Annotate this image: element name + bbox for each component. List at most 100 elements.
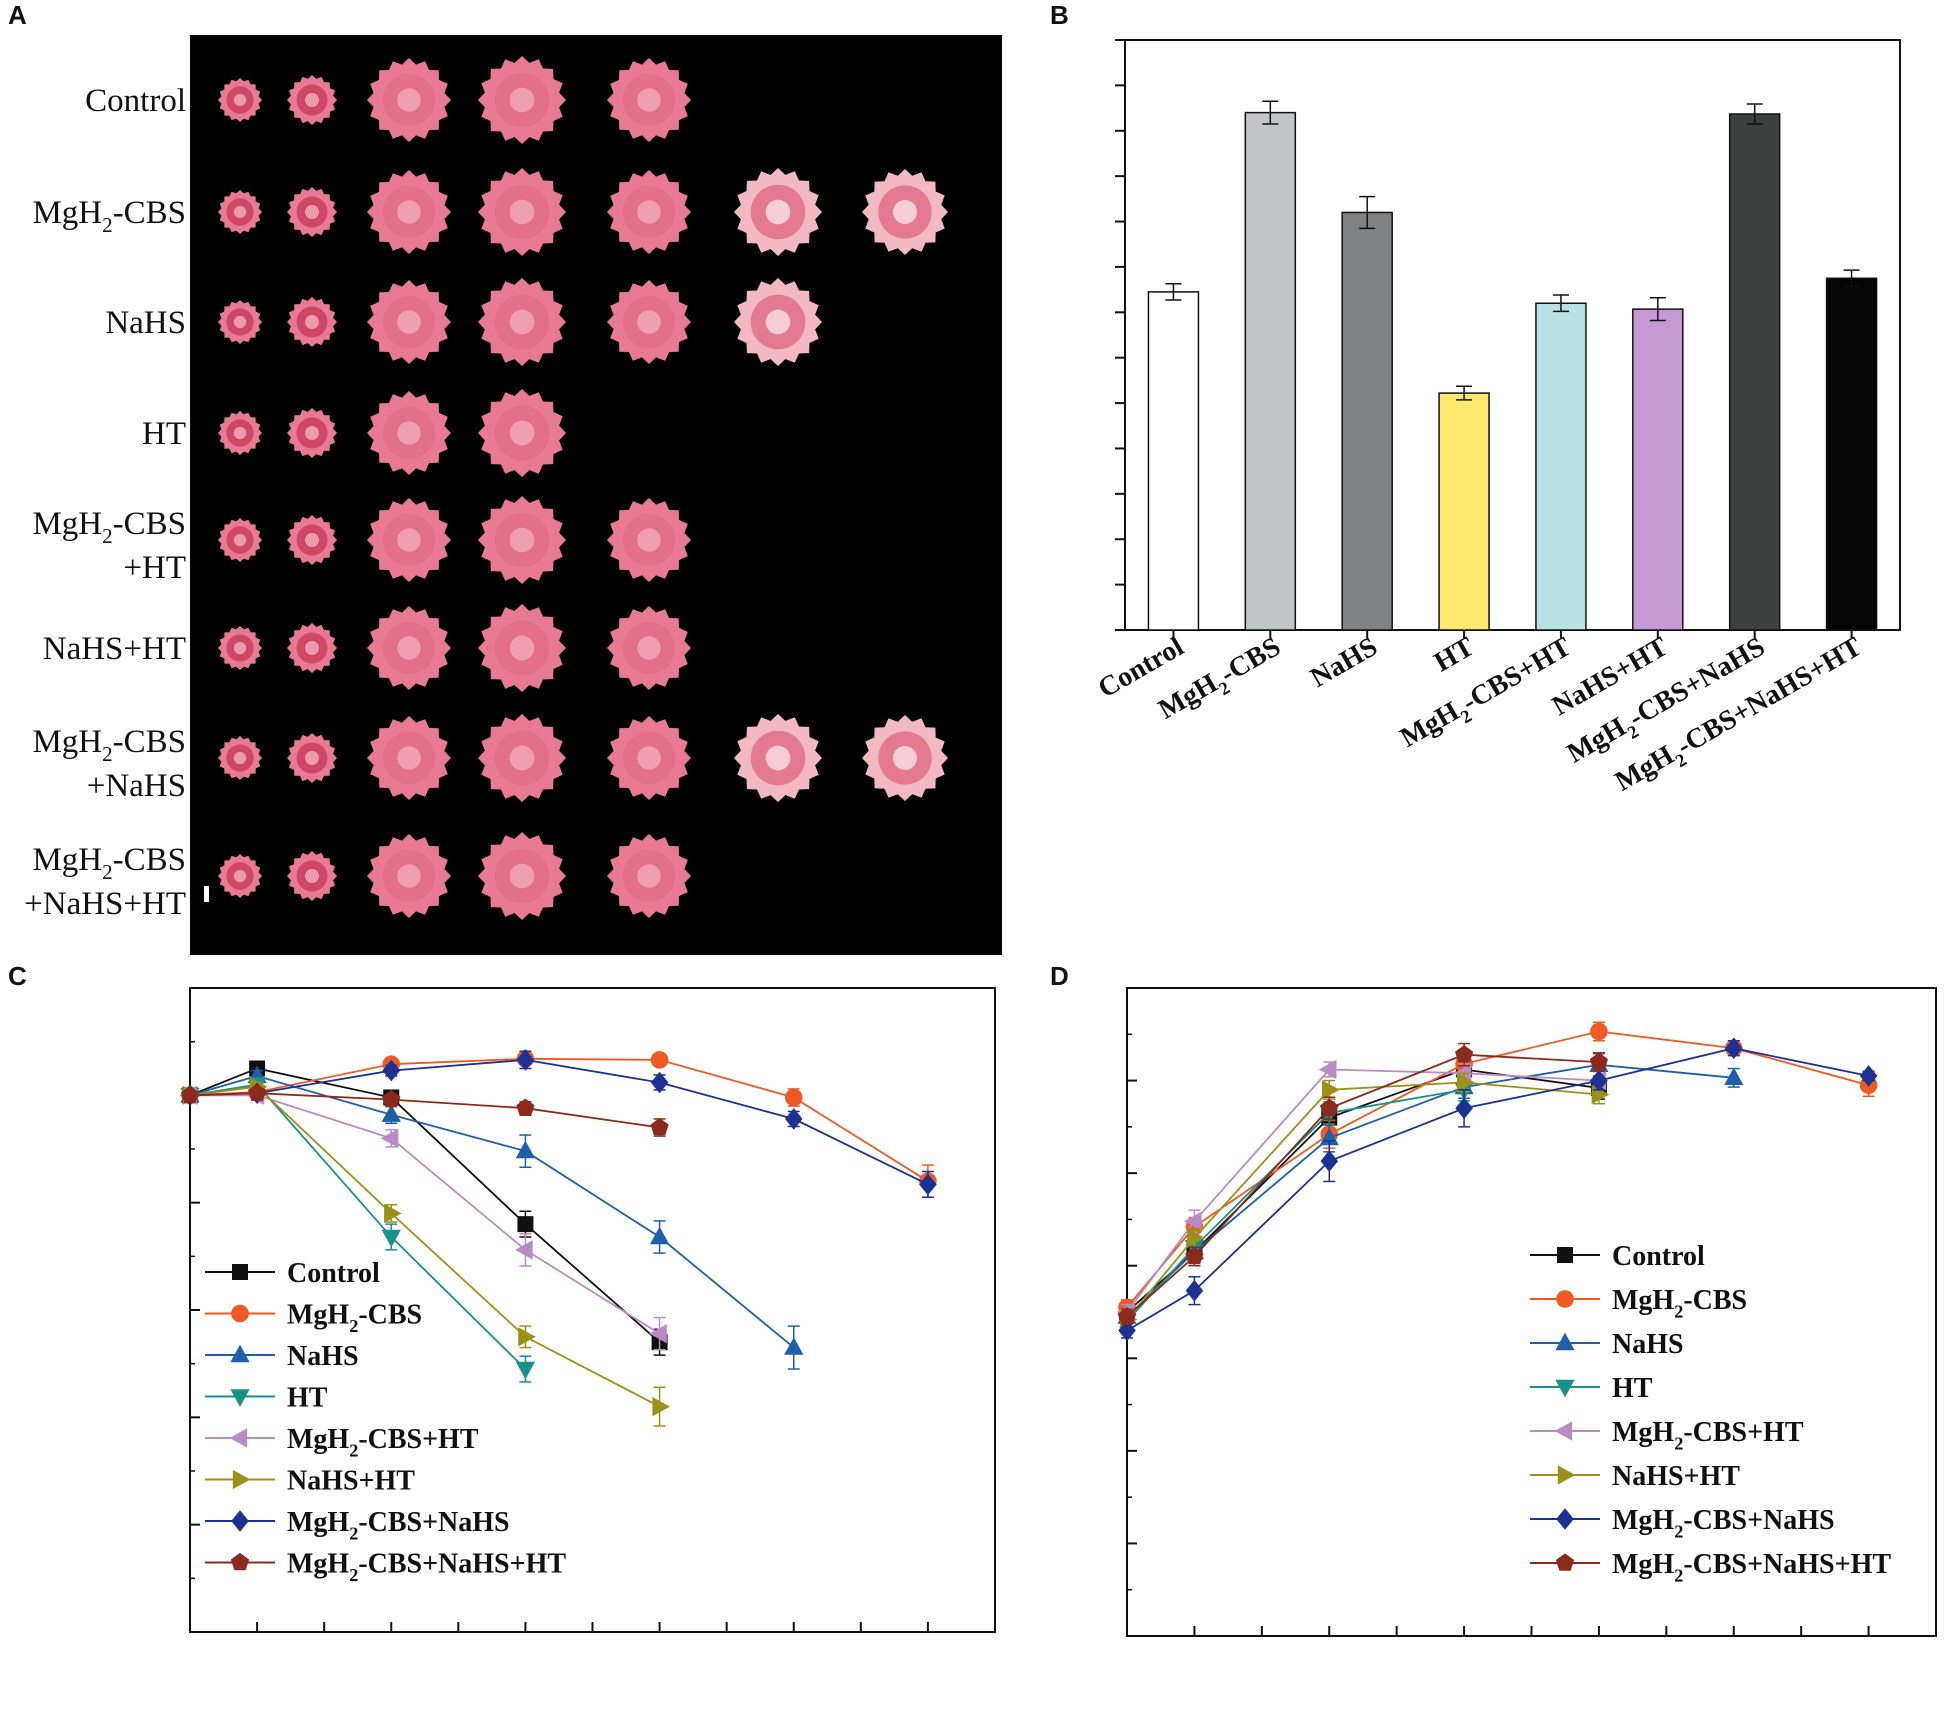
data-point [1318,1059,1337,1080]
legend-item: MgH2-CBS [1530,1285,1747,1321]
data-point [381,1229,401,1248]
data-point [516,1098,535,1116]
legend-label: MgH2-CBS+NaHS+HT [287,1549,566,1585]
legend-item: NaHS [205,1341,359,1372]
legend-item: MgH2-CBS+NaHS [205,1507,510,1543]
flower-image [607,498,691,582]
data-point [229,1428,248,1448]
flower-image [287,187,337,237]
plot-frame [1126,987,1937,1637]
treatment-label: Control [85,83,186,119]
flower-image [367,58,451,142]
treatment-label: HT [142,416,186,452]
bar [1825,277,1878,631]
data-point [1187,1228,1205,1248]
error-bar [1456,385,1473,401]
flower-image [862,169,948,255]
legend-item: MgH2-CBS+NaHS [1530,1505,1835,1541]
legend-label: Control [287,1258,380,1289]
flower-image [607,606,691,690]
series-line [1126,1030,1869,1308]
treatment-label: MgH2-CBS +NaHS+HT [24,842,186,922]
legend-label: NaHS [287,1341,359,1372]
data-point [1859,1065,1878,1087]
flower-image [478,389,566,477]
treatment-label: MgH2-CBS +HT [32,506,186,586]
scale-bar [204,886,209,902]
rfw-line-chart: Control MgH2-CBS NaHS HT MgH2-CBS+HT NaHS+HT M… [179,987,996,1633]
flower-image [367,280,451,364]
error-bar [1359,195,1376,230]
legend-label: Control [1612,1241,1705,1272]
data-point [650,1117,669,1136]
data-point [1725,1037,1743,1059]
flower-image [478,604,566,692]
legend-item: MgH2-CBS+NaHS+HT [205,1549,566,1585]
series-1 [181,1050,937,1199]
data-point [382,1059,401,1082]
bar [1244,111,1297,631]
error-bar [1262,100,1279,125]
flower-image [287,408,337,458]
flower-image [287,297,337,347]
data-point [1555,1332,1575,1351]
data-point [1557,1247,1573,1263]
flower-image [218,518,262,562]
flower-image [607,170,691,254]
x-category-label: HT [1429,631,1480,678]
series-5 [1119,1072,1610,1329]
data-point [518,1327,536,1347]
data-point [515,1240,533,1260]
legend-label: MgH2-CBS [287,1300,422,1336]
legend-item: MgH2-CBS [205,1300,422,1336]
flower-image [607,834,691,918]
error-bar [1746,103,1763,125]
legend-label: NaHS+HT [287,1466,415,1497]
data-point [1455,1045,1474,1063]
x-category-label: NaHS [1305,631,1382,694]
flower-image [734,278,822,366]
flower-image [287,515,337,565]
series-line [189,1083,527,1370]
series-0 [182,1060,668,1356]
legend-item: HT [1530,1373,1653,1404]
flower-image [478,832,566,920]
legend-label: MgH2-CBS+HT [287,1424,479,1460]
data-point [784,1337,804,1355]
flower-image [607,58,691,142]
panel-letter-d: D [1050,961,1069,991]
treatment-label: MgH2-CBS +NaHS [32,724,186,804]
data-point [515,1140,535,1159]
series-4 [1116,1059,1607,1322]
data-point [1589,1052,1608,1070]
legend-label: MgH2-CBS+NaHS [287,1507,510,1543]
series-line [189,1075,795,1349]
series-0 [1119,1057,1607,1321]
flower-image [478,278,566,366]
flower-image [287,851,337,901]
series-1 [1118,1021,1878,1317]
series-line [1126,1068,1600,1313]
flower-image [287,75,337,125]
flower-image [367,170,451,254]
data-point [652,1397,670,1417]
panel-letter-a: A [8,0,27,30]
series-3 [180,1077,535,1383]
data-point [1320,1098,1339,1117]
data-point [381,1104,401,1122]
series-line [189,1085,661,1408]
flower-image [367,834,451,918]
flower-image [287,623,337,673]
data-point [232,1264,248,1280]
data-point [1557,1465,1576,1485]
treatment-label: NaHS [105,305,186,341]
series-2 [180,1065,804,1370]
bar [1438,392,1490,631]
flower-image [218,854,262,898]
plot-frame [1124,39,1901,631]
bar [1535,302,1587,631]
data-point [1185,1279,1204,1302]
legend-label: MgH2-CBS+NaHS+HT [1612,1549,1891,1585]
legend-label: MgH2-CBS [1612,1285,1747,1321]
